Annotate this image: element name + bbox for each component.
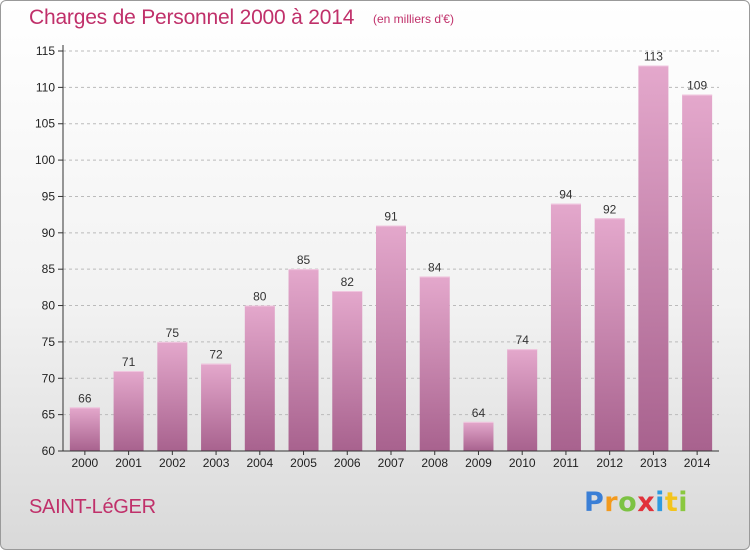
x-tick-label: 2004 bbox=[246, 456, 273, 470]
x-tick-label: 2013 bbox=[640, 456, 667, 470]
x-tick-label: 2014 bbox=[684, 456, 711, 470]
bar-2002 bbox=[157, 341, 188, 451]
x-tick-label: 2010 bbox=[509, 456, 536, 470]
bar-2012 bbox=[594, 218, 625, 451]
bar-2000 bbox=[69, 407, 100, 451]
bar-2011 bbox=[550, 203, 581, 451]
data-label: 71 bbox=[122, 355, 136, 369]
y-tick-label: 95 bbox=[42, 189, 56, 203]
bar-2006 bbox=[332, 291, 363, 451]
bar-2009 bbox=[463, 421, 494, 451]
bar-2014 bbox=[682, 94, 713, 452]
x-tick-label: 2003 bbox=[203, 456, 230, 470]
x-tick-label: 2001 bbox=[115, 456, 142, 470]
y-tick-label: 90 bbox=[42, 226, 56, 240]
bar-2013 bbox=[638, 65, 669, 451]
bar-2010 bbox=[507, 349, 538, 451]
logo-letter: i bbox=[678, 487, 689, 518]
x-tick-label: 2002 bbox=[159, 456, 186, 470]
data-label: 82 bbox=[341, 275, 355, 289]
x-tick-label: 2006 bbox=[334, 456, 361, 470]
data-label: 80 bbox=[253, 290, 267, 304]
logo-letter: x bbox=[637, 487, 656, 518]
y-tick-label: 105 bbox=[35, 117, 55, 131]
bar-2003 bbox=[201, 363, 232, 451]
y-tick-label: 100 bbox=[35, 153, 55, 167]
bar-2007 bbox=[376, 225, 406, 451]
logo-letter: P bbox=[584, 487, 605, 518]
x-tick-label: 2011 bbox=[553, 456, 579, 470]
bar-2008 bbox=[419, 276, 450, 451]
data-label: 91 bbox=[384, 210, 398, 224]
logo-letter: o bbox=[618, 487, 638, 518]
data-label: 85 bbox=[297, 253, 311, 267]
data-labels: 66 71 75 72 80 85 82 91 84 64 74 94 92 113 109 bbox=[78, 50, 707, 420]
y-tick-label: 80 bbox=[42, 299, 56, 313]
y-tick-label: 70 bbox=[42, 371, 56, 385]
x-tick-label: 2005 bbox=[290, 456, 317, 470]
x-tick-label: 2008 bbox=[421, 456, 448, 470]
data-label: 64 bbox=[472, 406, 486, 420]
x-tick-label: 2012 bbox=[596, 456, 623, 470]
data-label: 94 bbox=[559, 188, 573, 202]
data-label: 113 bbox=[644, 50, 663, 64]
x-tick-label: 2009 bbox=[465, 456, 492, 470]
logo-letter: r bbox=[604, 487, 619, 518]
data-label: 72 bbox=[209, 348, 223, 362]
y-tick-label: 75 bbox=[42, 335, 56, 349]
logo-letter: t bbox=[664, 487, 679, 518]
data-label: 92 bbox=[603, 202, 617, 216]
town-name: SAINT-LéGER bbox=[29, 496, 156, 518]
data-label: 109 bbox=[687, 79, 707, 93]
y-tick-label: 60 bbox=[42, 444, 56, 458]
bar-2004 bbox=[244, 305, 275, 451]
x-tick-label: 2007 bbox=[378, 456, 405, 470]
bar-2001 bbox=[113, 371, 144, 451]
bars bbox=[69, 65, 713, 452]
bar-2005 bbox=[288, 269, 319, 451]
y-tick-label: 65 bbox=[42, 408, 56, 422]
y-tick-label: 110 bbox=[36, 80, 55, 94]
data-label: 75 bbox=[166, 326, 180, 340]
y-tick-label: 85 bbox=[42, 262, 56, 276]
axes: 60 65 70 75 80 85 90 95 100 105 110 115 2000 2001 2002… bbox=[35, 44, 719, 470]
chart-subtitle: (en milliers d'€) bbox=[373, 12, 454, 26]
y-tick-label: 115 bbox=[36, 44, 55, 58]
data-label: 84 bbox=[428, 260, 442, 274]
chart-title: Charges de Personnel 2000 à 2014 bbox=[29, 6, 355, 29]
data-label: 66 bbox=[78, 391, 92, 405]
data-label: 74 bbox=[516, 333, 530, 347]
logo-letter: i bbox=[655, 487, 665, 518]
proxiti-logo[interactable]: Proxiti bbox=[584, 487, 688, 518]
x-tick-label: 2000 bbox=[72, 456, 99, 470]
